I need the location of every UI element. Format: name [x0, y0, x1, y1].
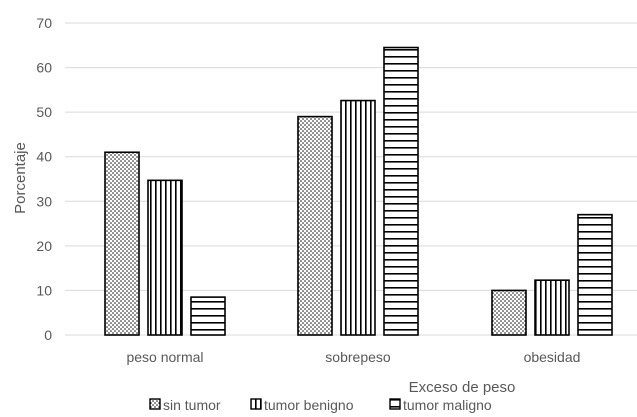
bar-tumor-benigno-peso-normal — [147, 179, 183, 336]
bars — [104, 46, 613, 336]
bar-sin-tumor-peso-normal — [104, 151, 140, 336]
y-tick-label: 70 — [36, 15, 52, 31]
bar-tumor-maligno-peso-normal — [190, 296, 226, 336]
x-category-label: obesidad — [524, 349, 581, 365]
x-axis-title: Exceso de peso — [409, 379, 516, 396]
bar-sin-tumor-sobrepeso — [297, 115, 333, 336]
bar-sin-tumor-obesidad — [491, 289, 527, 336]
legend-label: tumor maligno — [403, 397, 492, 413]
y-tick-label: 50 — [36, 104, 52, 120]
bar-tumor-benigno-obesidad — [534, 279, 570, 336]
y-axis-title: Porcentaje — [12, 142, 29, 214]
y-tick-label: 0 — [44, 327, 52, 343]
y-axis-ticks: 0 10 20 30 40 50 60 70 — [36, 15, 52, 343]
legend-swatch — [389, 398, 401, 410]
bar-tumor-maligno-sobrepeso — [383, 46, 419, 336]
y-tick-label: 10 — [36, 282, 52, 298]
x-axis-categories: peso normal sobrepeso obesidad — [126, 349, 580, 365]
legend-swatch — [149, 398, 161, 410]
y-tick-label: 30 — [36, 193, 52, 209]
x-category-label: sobrepeso — [325, 349, 391, 365]
legend-label: tumor benigno — [264, 397, 354, 413]
legend-swatch — [250, 398, 262, 410]
bar-tumor-maligno-obesidad — [577, 213, 613, 336]
y-tick-label: 20 — [36, 238, 52, 254]
y-tick-label: 40 — [36, 149, 52, 165]
x-category-label: peso normal — [126, 349, 203, 365]
bar-tumor-benigno-sobrepeso — [340, 99, 376, 336]
y-tick-label: 60 — [36, 60, 52, 76]
legend: sin tumor tumor benigno tumor maligno — [149, 397, 492, 413]
legend-label: sin tumor — [163, 397, 221, 413]
